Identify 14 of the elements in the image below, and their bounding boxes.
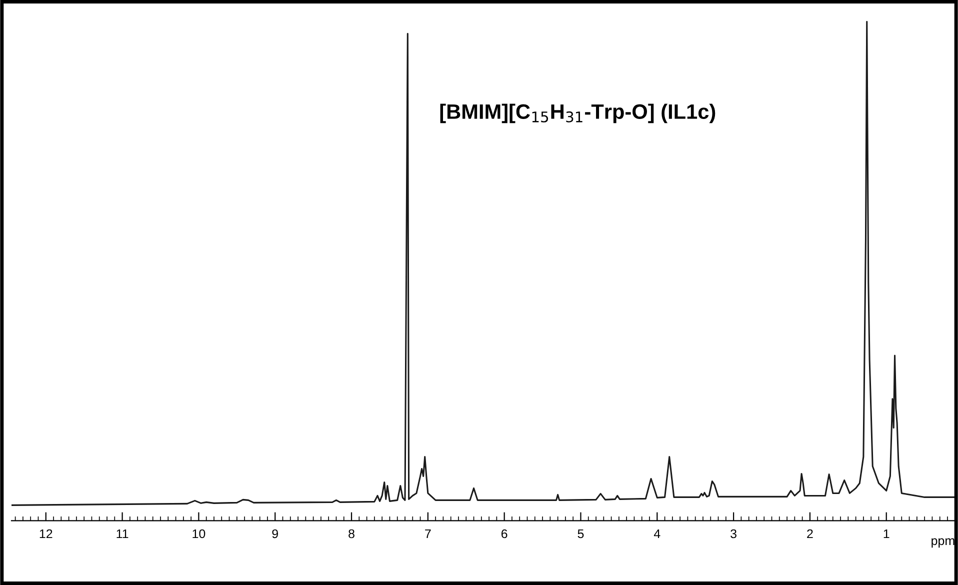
x-tick-label: 10 [192,529,206,538]
x-tick-label: 5 [578,529,584,538]
x-tick-label: 8 [348,529,354,538]
x-tick-label: 3 [730,529,736,538]
x-axis-title: ppm [932,538,954,548]
x-tick-label: 9 [272,529,278,538]
x-tick-label: 7 [425,529,431,538]
x-tick-label: 4 [654,529,660,538]
x-tick-label: 12 [40,529,52,538]
x-tick-label: 6 [501,529,508,538]
x-tick-label: 1 [884,529,890,538]
x-tick-label: 2 [807,529,813,538]
x-tick-label: 11 [116,529,128,538]
annotation: [BMIM][C$_{15}$H$_{31}$-Trp-O] (IL1c) [440,104,716,124]
